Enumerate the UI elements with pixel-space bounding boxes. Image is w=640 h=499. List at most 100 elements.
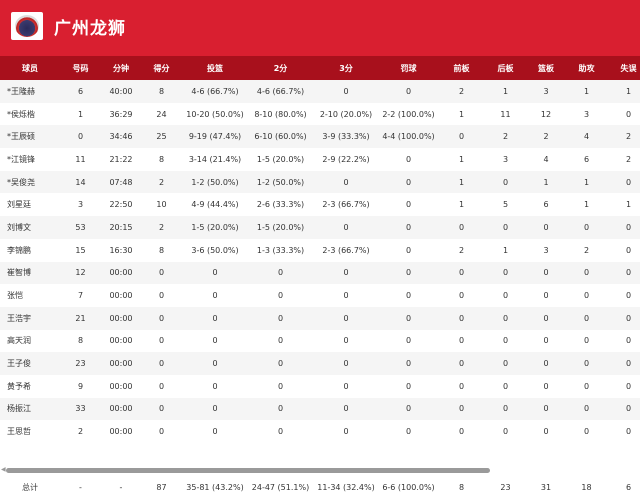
stat-cell: 0 [212,336,218,346]
player-name[interactable]: 杨振江 [7,404,31,414]
table-row: *侯烁楷 1 36:29 24 10-20 (50.0%) 8-10 (80.0%) 2-1… [0,103,640,126]
stat-cell: 0 [625,404,632,414]
stat-cell: 0 [458,313,465,323]
stat-cell: 1-5 (20.0%) [191,222,239,232]
stat-cell: 0 [277,381,284,391]
stat-cell: 0 [502,177,509,187]
stat-cell: 1 [583,177,590,187]
column-header[interactable]: 分钟 [113,63,129,73]
table-row: 王思哲 2 00:00 0 0 0 0 0 0 0 0 0 0 [0,420,640,443]
stat-cell: 1-5 (20.0%) [256,154,305,164]
player-name[interactable]: 王子俊 [7,359,31,369]
stat-cell: 0 [543,427,549,437]
player-name[interactable]: 王浩宇 [7,313,31,323]
stat-cell: 0 [583,359,590,369]
column-header[interactable]: 得分 [153,63,170,73]
column-header[interactable]: 3分 [339,63,353,73]
player-name[interactable]: *江镜锋 [7,154,35,164]
player-name[interactable]: 黄予希 [7,381,31,391]
total-cell: 6 [625,483,632,492]
horizontal-scrollbar[interactable]: ◀ [0,466,640,474]
stat-cell: 07:48 [109,177,133,187]
player-name[interactable]: *王辰硕 [7,132,35,142]
stat-cell: 0 [343,291,349,301]
stat-cell: 2 [158,177,165,187]
player-name[interactable]: *王隆赫 [7,86,35,96]
stat-cell: 0 [405,200,412,210]
stat-cell: 0 [583,313,590,323]
total-cell: 23 [500,483,511,492]
stat-cell: 0 [583,381,590,391]
column-header[interactable]: 前板 [453,63,470,73]
stat-cell: 24 [156,109,167,119]
player-name[interactable]: 刘博文 [7,222,31,232]
stat-cell: 53 [75,222,86,232]
player-name[interactable]: 高天润 [7,336,31,346]
column-header[interactable]: 失误 [620,63,637,73]
column-header[interactable]: 2分 [273,63,288,73]
stat-cell: 2-10 (20.0%) [319,109,373,119]
stat-cell: 21 [75,313,86,323]
stat-cell: 0 [405,381,412,391]
stat-cell: 6 [77,86,84,96]
stat-cell: 23 [75,359,86,369]
column-header[interactable]: 罚球 [400,63,417,73]
table-row: *王隆赫 6 40:00 8 4-6 (66.7%) 4-6 (66.7%) 0 0 2 1 3 1 1 [0,80,640,103]
stat-cell: 0 [277,336,284,346]
column-header[interactable]: 球员 [22,63,38,73]
stat-cell: 4 [583,132,590,142]
player-name[interactable]: 崔智博 [7,268,31,278]
stat-cell: 0 [458,132,465,142]
stat-cell: 1-2 (50.0%) [256,177,305,187]
stat-cell: 0 [343,404,349,414]
stat-cell: 9 [77,381,84,391]
stat-cell: 2 [625,132,632,142]
stat-cell: 22:50 [109,200,133,210]
stat-cell: 14 [75,177,86,187]
column-header[interactable]: 助攻 [578,63,595,73]
total-label: 总计 [22,483,38,492]
stat-cell: 6 [583,154,590,164]
stat-cell: 00:00 [109,359,133,369]
stat-cell: 25 [156,132,167,142]
stat-cell: 1 [458,154,465,164]
column-header[interactable]: 篮板 [538,63,554,73]
stat-cell: 0 [543,291,549,301]
table-row: 杨振江 33 00:00 0 0 0 0 0 0 0 0 0 0 [0,397,640,421]
stat-cell: 2-3 (66.7%) [322,245,370,255]
stat-cell: 2-9 (22.2%) [322,154,370,164]
column-header[interactable]: 号码 [72,63,89,73]
stat-cell: 0 [212,359,218,369]
stat-cell: 0 [343,427,349,437]
player-name[interactable]: 刘星廷 [7,200,31,210]
stat-cell: 0 [583,291,590,301]
total-cell: 6-6 (100.0%) [382,483,435,492]
stat-cell: 0 [405,336,412,346]
player-name[interactable]: *吴俊尧 [7,177,35,187]
stat-cell: 0 [405,291,412,301]
total-cell: 8 [458,483,465,492]
stat-cell: 0 [277,359,284,369]
total-cell: 35-81 (43.2%) [186,483,244,492]
stat-cell: 0 [158,291,165,301]
scrollbar-thumb[interactable] [6,467,490,473]
stat-cell: 16:30 [109,245,133,255]
column-header[interactable]: 后板 [497,63,514,73]
scroll-left-arrow-icon[interactable]: ◀ [1,466,6,473]
stat-cell: 2-2 (100.0%) [382,109,435,119]
table-row: 李锦鹏 15 16:30 8 3-6 (50.0%) 1-3 (33.3%) 2-3 (66… [0,239,640,262]
stat-cell: 0 [343,381,349,391]
column-header[interactable]: 投篮 [207,63,223,73]
player-name[interactable]: 李锦鹏 [7,245,31,255]
stat-cell: 1 [458,200,465,210]
stat-cell: 1 [583,200,590,210]
total-cell: - [119,483,123,492]
player-name[interactable]: 王思哲 [7,427,31,437]
player-name[interactable]: 张恺 [7,291,23,301]
stat-cell: 0 [277,268,284,278]
stat-cell: 36:29 [109,109,133,119]
stat-cell: 5 [502,200,509,210]
player-name[interactable]: *侯烁楷 [7,109,35,119]
stat-cell: 0 [158,336,165,346]
table-row: 崔智博 12 00:00 0 0 0 0 0 0 0 0 0 0 [0,261,640,285]
